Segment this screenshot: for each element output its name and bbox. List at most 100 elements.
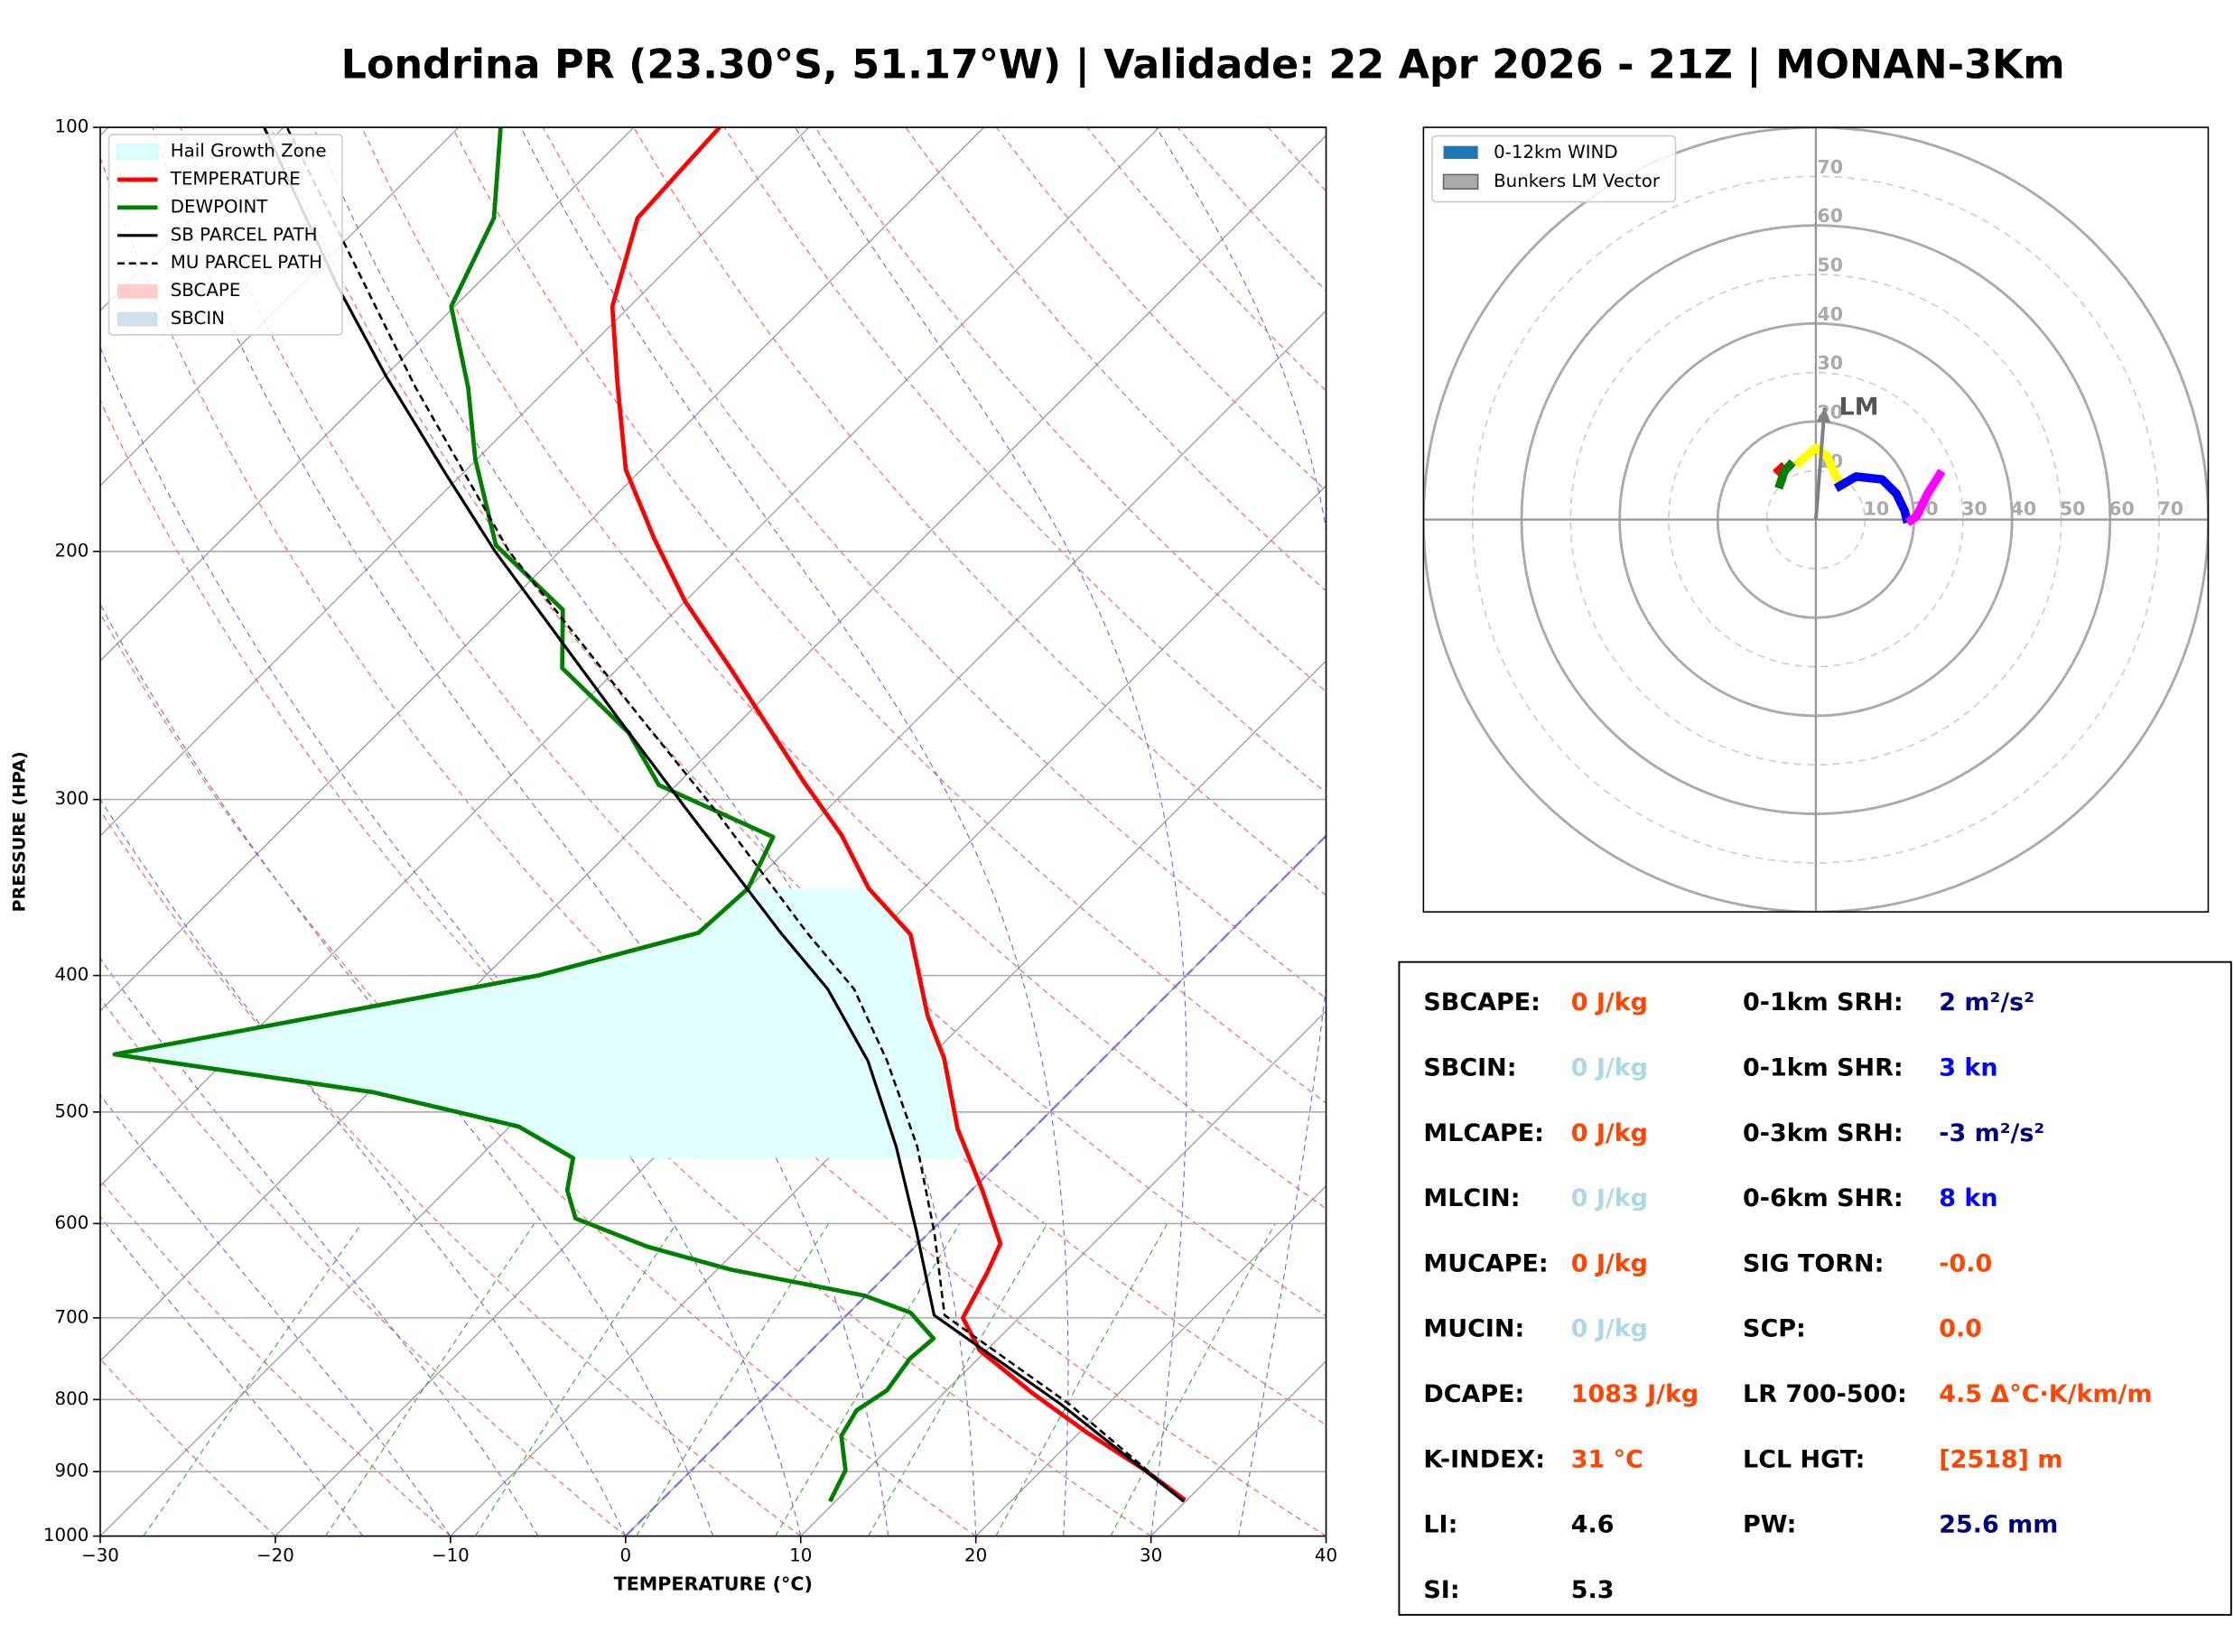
legend-label: SBCAPE <box>171 280 241 301</box>
background-lines <box>100 127 1326 1536</box>
x-tick-label: 10 <box>789 1545 812 1565</box>
stat-label: LR 700-500: <box>1743 1380 1907 1408</box>
stat-label: MUCAPE: <box>1423 1249 1548 1277</box>
y-tick-label: 600 <box>54 1212 88 1233</box>
isotherm <box>100 127 985 1012</box>
stat-label: 0-6km SHR: <box>1743 1184 1904 1212</box>
plot-frame <box>1422 126 2210 913</box>
stat-value: 0 J/kg <box>1571 1053 1648 1081</box>
stat-value: -0.0 <box>1939 1249 1992 1277</box>
mixing-ratio-line <box>868 1223 1048 1536</box>
stat-label: 0-1km SRH: <box>1743 988 1904 1016</box>
stat-value: [2518] m <box>1939 1445 2062 1473</box>
hodograph-segment <box>1904 469 1946 526</box>
profile-line <box>610 127 1187 1502</box>
x-tick-label: 0 <box>620 1545 632 1565</box>
dry-adiabat <box>723 127 1326 794</box>
mixing-ratio-line <box>474 1223 677 1536</box>
stat-value: 0 J/kg <box>1571 988 1648 1016</box>
dry-adiabat <box>100 997 627 1536</box>
y-tick-label: 100 <box>54 116 88 137</box>
isotherm <box>100 310 1326 1536</box>
legend-swatch <box>116 144 159 160</box>
ring-label: 40 <box>1817 303 1843 325</box>
ring-label: 10 <box>1864 498 1890 520</box>
x-tick-label: 20 <box>964 1545 987 1565</box>
legend-label: 0-12km WIND <box>1494 142 1618 162</box>
stat-value: 4.5 Δ°C·K/km/m <box>1939 1380 2152 1408</box>
mixing-ratio-line <box>636 1223 830 1536</box>
ring-label: 40 <box>2011 498 2037 520</box>
dry-adiabat <box>100 155 1326 1536</box>
stat-value: 31 °C <box>1571 1445 1643 1473</box>
moist-adiabat <box>100 1094 451 1536</box>
x-tick-label: 40 <box>1315 1545 1337 1565</box>
stats-panel: SBCAPE: 0 J/kg SBCIN: 0 J/kg MLCAPE: 0 J/kg ML… <box>1398 961 2232 1616</box>
stat-label: MUCIN: <box>1423 1315 1524 1343</box>
profiles <box>112 127 1187 1503</box>
chart-title: Londrina PR (23.30°S, 51.17°W) | Validad… <box>341 42 2065 88</box>
stat-label: 0-1km SHR: <box>1743 1053 1904 1081</box>
y-tick-label: 700 <box>54 1306 88 1327</box>
ring-label: 50 <box>2060 498 2086 520</box>
x-tick-label: 30 <box>1140 1545 1162 1565</box>
stat-value: -3 m²/s² <box>1939 1119 2044 1147</box>
isotherm <box>100 127 810 837</box>
legend-box <box>1431 135 1677 203</box>
stat-label: SCP: <box>1743 1315 1806 1343</box>
moist-adiabat <box>152 127 889 1536</box>
legend-label: DEWPOINT <box>171 196 269 217</box>
legend-box <box>107 134 343 336</box>
dry-adiabat <box>100 399 1151 1536</box>
stat-value: 0 J/kg <box>1571 1119 1648 1147</box>
isotherm <box>100 127 460 487</box>
mixing-ratio-line <box>995 1223 1168 1536</box>
legend-swatch <box>1443 145 1478 159</box>
moist-adiabat <box>1155 127 1326 1536</box>
dry-adiabat <box>100 809 802 1536</box>
ring-label: 60 <box>1817 205 1843 227</box>
isotherm <box>275 485 1326 1536</box>
isotherm <box>800 1009 1326 1536</box>
dry-adiabat <box>100 612 976 1536</box>
stat-value: 0 J/kg <box>1571 1184 1648 1212</box>
moist-adiabat <box>312 127 977 1536</box>
y-tick-label: 1000 <box>43 1525 88 1545</box>
legend-label: SBCIN <box>171 308 225 329</box>
stat-value: 0 J/kg <box>1571 1315 1648 1343</box>
bunkers-lm-label: LM <box>1839 393 1879 421</box>
isotherm <box>100 127 635 662</box>
stat-label: SIG TORN: <box>1743 1249 1884 1277</box>
dry-adiabat <box>361 127 1326 1210</box>
x-tick-label: −30 <box>81 1545 119 1565</box>
ring-label: 60 <box>2108 498 2135 520</box>
y-tick-label: 800 <box>54 1388 88 1409</box>
bunkers-lm-arrowhead <box>1816 407 1831 423</box>
stats-box <box>1398 961 2232 1616</box>
hodograph-trace <box>1773 443 1946 526</box>
profile-line <box>112 127 936 1503</box>
stat-label: SBCIN: <box>1423 1053 1516 1081</box>
mixing-ratio-line <box>1110 1223 1276 1536</box>
stat-label: DCAPE: <box>1423 1380 1524 1408</box>
dry-adiabat <box>451 127 1326 1104</box>
y-tick-label: 400 <box>54 964 88 985</box>
moist-adiabat <box>795 127 1187 1536</box>
y-axis-label: PRESSURE (HPA) <box>10 751 30 912</box>
hodograph-segment <box>1774 459 1796 490</box>
dry-adiabat <box>100 1358 276 1536</box>
hodograph-segment <box>1792 443 1851 492</box>
stat-label: K-INDEX: <box>1423 1445 1545 1473</box>
stat-value: 0 J/kg <box>1571 1249 1648 1277</box>
stat-label: 0-3km SRH: <box>1743 1119 1904 1147</box>
stat-value: 3 kn <box>1939 1053 1997 1081</box>
plot-frame <box>99 126 1327 1537</box>
dry-adiabat <box>270 127 1326 1317</box>
ring-label: 30 <box>1961 498 1987 520</box>
hail-growth-zone <box>132 888 970 1158</box>
y-tick-label: 200 <box>54 540 88 561</box>
